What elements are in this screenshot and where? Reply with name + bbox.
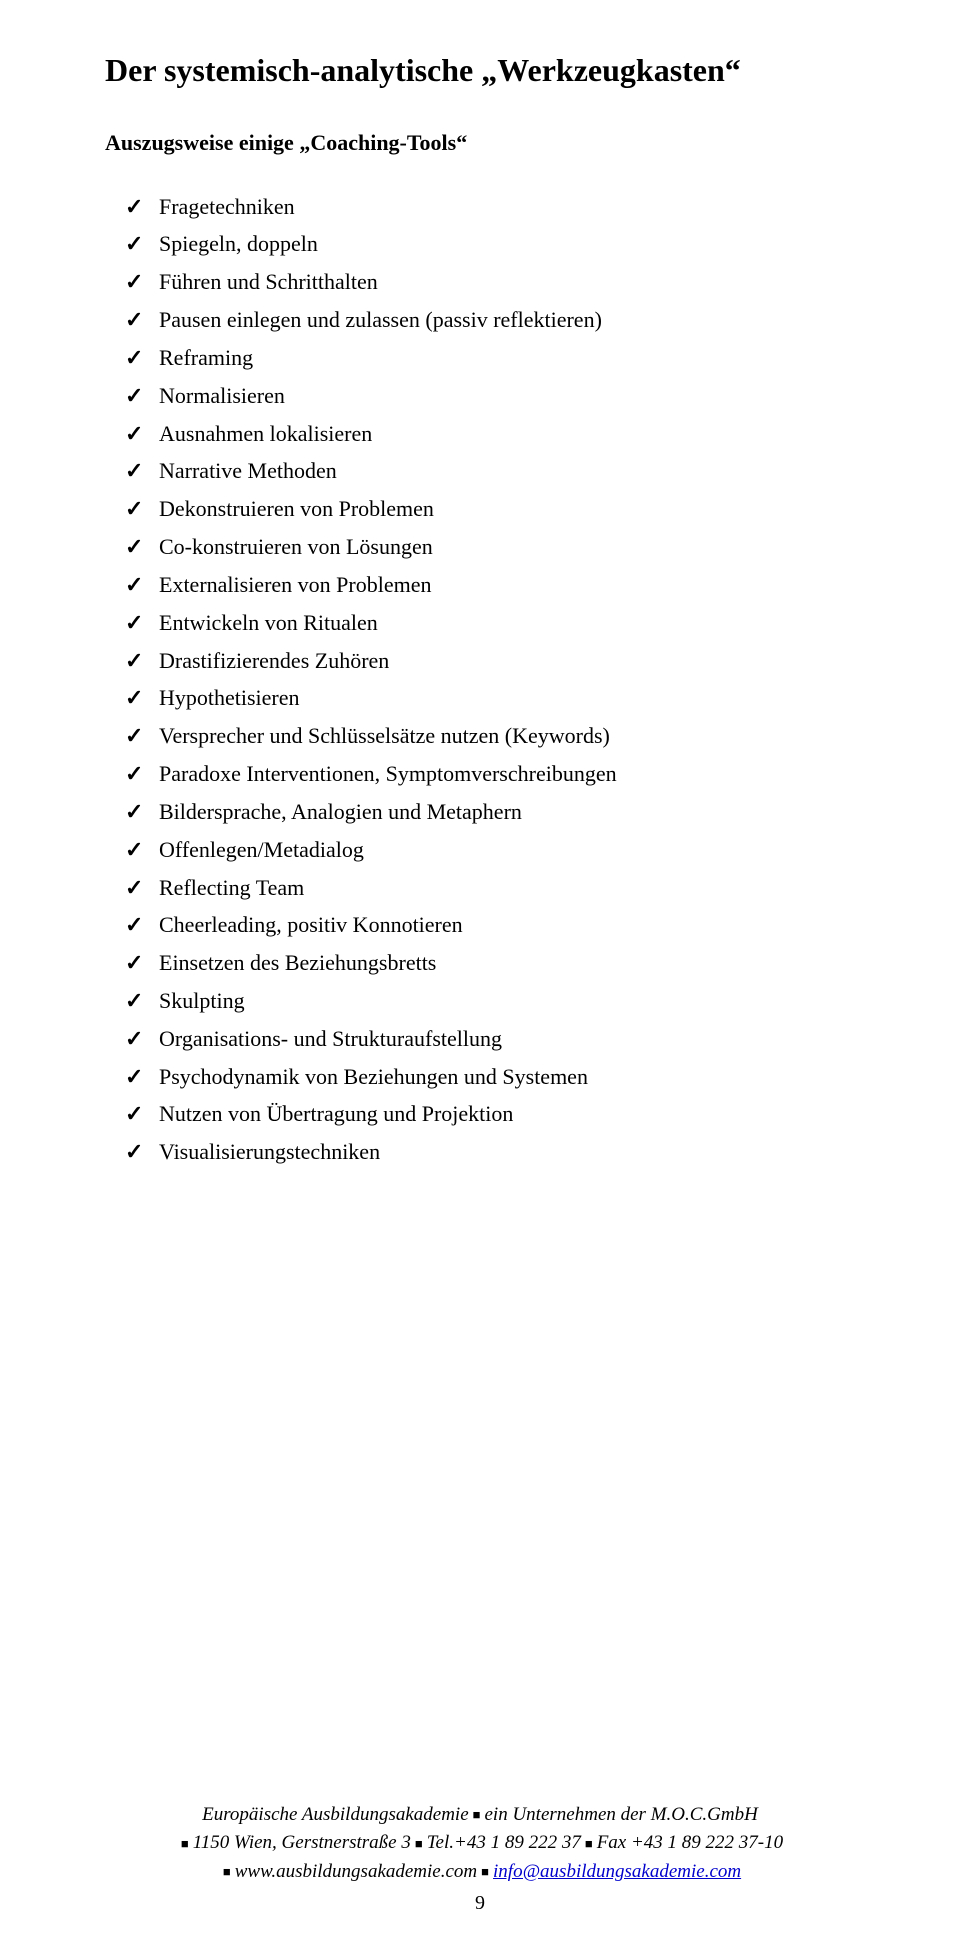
list-item: Drastifizierendes Zuhören: [125, 642, 885, 680]
footer-fax: Fax +43 1 89 222 37-10: [597, 1832, 783, 1853]
list-item: Nutzen von Übertragung und Projektion: [125, 1095, 885, 1133]
separator-icon: ■: [219, 1864, 235, 1879]
footer-org: Europäische Ausbildungsakademie: [202, 1804, 469, 1825]
list-item: Hypothetisieren: [125, 679, 885, 717]
separator-icon: ■: [477, 1864, 493, 1879]
list-item: Co-konstruieren von Lösungen: [125, 528, 885, 566]
list-item: Skulpting: [125, 982, 885, 1020]
list-item: Narrative Methoden: [125, 452, 885, 490]
footer-address: 1150 Wien, Gerstnerstraße 3: [193, 1832, 411, 1853]
list-item: Cheerleading, positiv Konnotieren: [125, 906, 885, 944]
list-item: Organisations- und Strukturaufstellung: [125, 1020, 885, 1058]
list-item: Psychodynamik von Beziehungen und System…: [125, 1058, 885, 1096]
page-footer: Europäische Ausbildungsakademie■ein Unte…: [0, 1801, 960, 1919]
footer-website: www.ausbildungsakademie.com: [235, 1861, 477, 1882]
separator-icon: ■: [581, 1836, 597, 1851]
list-item: Offenlegen/Metadialog: [125, 831, 885, 869]
list-item: Externalisieren von Problemen: [125, 566, 885, 604]
tools-list: Fragetechniken Spiegeln, doppeln Führen …: [105, 188, 885, 1172]
list-item: Führen und Schritthalten: [125, 263, 885, 301]
list-item: Versprecher und Schlüsselsätze nutzen (K…: [125, 717, 885, 755]
separator-icon: ■: [411, 1836, 427, 1851]
list-item: Einsetzen des Beziehungsbretts: [125, 944, 885, 982]
footer-company: ein Unternehmen der M.O.C.GmbH: [485, 1804, 758, 1825]
footer-tel: Tel.+43 1 89 222 37: [427, 1832, 581, 1853]
footer-email-link[interactable]: info@ausbildungsakademie.com: [493, 1861, 741, 1882]
page-title: Der systemisch-analytische „Werkzeugkast…: [105, 50, 885, 92]
list-item: Bildersprache, Analogien und Metaphern: [125, 793, 885, 831]
page-number: 9: [0, 1888, 960, 1918]
list-item: Reflecting Team: [125, 869, 885, 907]
list-item: Reframing: [125, 339, 885, 377]
list-item: Visualisierungstechniken: [125, 1133, 885, 1171]
list-item: Entwickeln von Ritualen: [125, 604, 885, 642]
list-item: Spiegeln, doppeln: [125, 225, 885, 263]
separator-icon: ■: [469, 1807, 485, 1822]
list-item: Fragetechniken: [125, 188, 885, 226]
list-item: Paradoxe Interventionen, Symptomverschre…: [125, 755, 885, 793]
list-item: Pausen einlegen und zulassen (passiv ref…: [125, 301, 885, 339]
list-item: Normalisieren: [125, 377, 885, 415]
separator-icon: ■: [177, 1836, 193, 1851]
list-item: Dekonstruieren von Problemen: [125, 490, 885, 528]
list-item: Ausnahmen lokalisieren: [125, 415, 885, 453]
page-subtitle: Auszugsweise einige „Coaching-Tools“: [105, 130, 885, 156]
